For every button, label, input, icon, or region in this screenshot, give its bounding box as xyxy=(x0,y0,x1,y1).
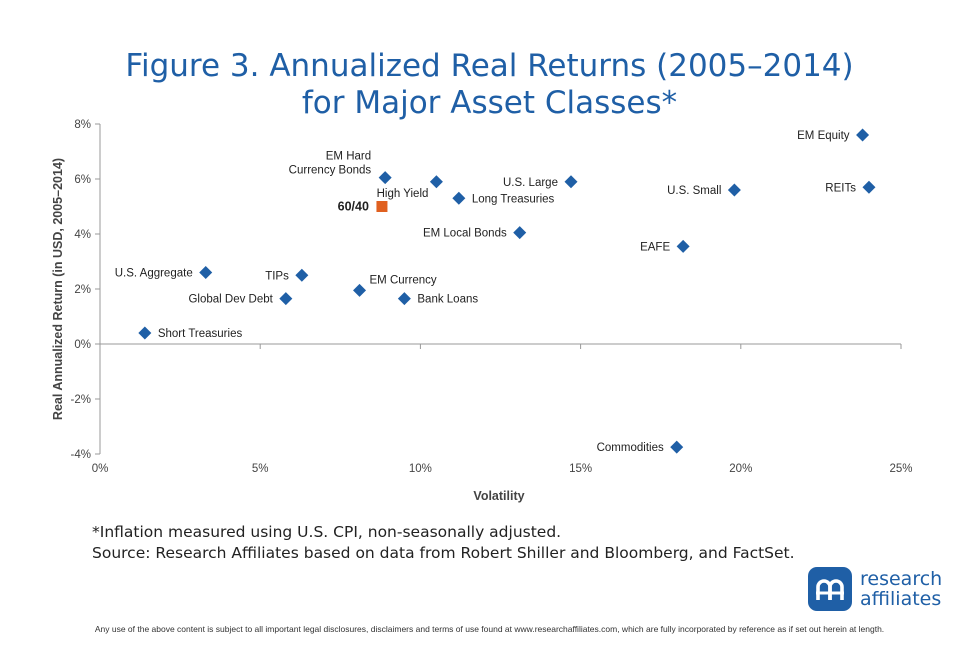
point-marker-u-s-large xyxy=(564,175,578,189)
point-label-long-treasuries: Long Treasuries xyxy=(472,193,555,205)
point-label-60-40: 60/40 xyxy=(338,200,369,214)
footnote-source: Source: Research Affiliates based on dat… xyxy=(92,544,795,562)
point-label-bank-loans: Bank Loans xyxy=(417,294,478,306)
y-tick-label: -4% xyxy=(71,449,91,461)
point-marker-em-currency xyxy=(353,283,367,297)
chart-points: Short Treasuries U.S. Aggregate Global Dev… xyxy=(115,128,876,454)
point-marker-em-equity xyxy=(856,128,870,142)
point-label-em-local-bonds: EM Local Bonds xyxy=(423,228,507,240)
point-label-short-treasuries: Short Treasuries xyxy=(158,328,243,340)
x-tick-label: 25% xyxy=(889,463,912,475)
point-marker-commodities xyxy=(670,440,684,454)
point-marker-long-treasuries xyxy=(452,191,466,205)
point-label-commodities: Commodities xyxy=(597,442,664,454)
x-axis-label: Volatility xyxy=(473,489,524,503)
y-tick-label: -2% xyxy=(71,394,91,406)
point-marker-bank-loans xyxy=(397,292,411,306)
point-marker-60-40 xyxy=(376,201,388,212)
point-marker-high-yield xyxy=(429,175,443,189)
x-tick-label: 0% xyxy=(92,463,109,475)
logo-wordmark: research affiliates xyxy=(860,569,942,609)
point-marker-u-s-aggregate xyxy=(199,266,213,279)
chart-title-line1: Figure 3. Annualized Real Returns (2005–… xyxy=(125,48,854,84)
point-label-em-equity: EM Equity xyxy=(797,130,850,142)
point-label-em-currency: EM Currency xyxy=(370,274,437,286)
point-marker-em-hard-currency-bonds xyxy=(378,171,392,185)
y-tick-label: 2% xyxy=(74,284,91,296)
logo-line2: affiliates xyxy=(860,588,942,610)
point-label-tips: TIPs xyxy=(265,270,289,282)
point-marker-em-local-bonds xyxy=(513,226,527,240)
point-label-u-s-aggregate: U.S. Aggregate xyxy=(115,268,193,280)
x-tick-label: 20% xyxy=(729,463,752,475)
point-label-em-hard-currency-bonds: EM Hard Currency Bonds xyxy=(289,151,372,177)
chart-title-line2: for Major Asset Classes* xyxy=(301,85,678,121)
point-marker-short-treasuries xyxy=(138,326,152,340)
x-tick-label: 5% xyxy=(252,463,269,475)
legal-disclaimer: Any use of the above content is subject … xyxy=(94,624,885,634)
y-tick-label: 0% xyxy=(74,339,91,351)
scatter-chart: 8%6%4%2%0%-2%-4%0% 5% 10% 15% 20% 25% Short T… xyxy=(51,119,913,503)
y-axis-label: Real Annualized Return (in USD, 2005–201… xyxy=(51,158,65,420)
point-label-u-s-large: U.S. Large xyxy=(503,177,558,189)
point-marker-reits xyxy=(862,180,876,194)
y-tick-label: 4% xyxy=(74,229,91,241)
logo-line1: research xyxy=(860,568,943,590)
point-marker-u-s-small xyxy=(727,183,741,197)
x-tick-label: 10% xyxy=(409,463,432,475)
point-marker-eafe xyxy=(676,239,690,253)
chart-title: Figure 3. Annualized Real Returns (2005–… xyxy=(0,48,979,122)
point-label-high-yield: High Yield xyxy=(377,188,429,200)
point-label-global-dev-debt: Global Dev Debt xyxy=(188,294,273,306)
research-affiliates-logo-icon xyxy=(808,567,852,611)
y-tick-label: 6% xyxy=(74,174,91,186)
y-tick-label: 8% xyxy=(74,119,91,131)
point-label-reits: REITs xyxy=(825,182,856,194)
x-tick-label: 15% xyxy=(569,463,592,475)
point-marker-tips xyxy=(295,268,309,282)
research-affiliates-logo: research affiliates xyxy=(808,567,958,613)
point-label-u-s-small: U.S. Small xyxy=(667,185,721,197)
footnote-inflation: *Inflation measured using U.S. CPI, non-… xyxy=(92,523,562,541)
point-label-eafe: EAFE xyxy=(640,241,670,253)
point-marker-global-dev-debt xyxy=(279,292,293,306)
chart-axes: 8%6%4%2%0%-2%-4%0% 5% 10% 15% 20% 25% xyxy=(71,119,913,475)
